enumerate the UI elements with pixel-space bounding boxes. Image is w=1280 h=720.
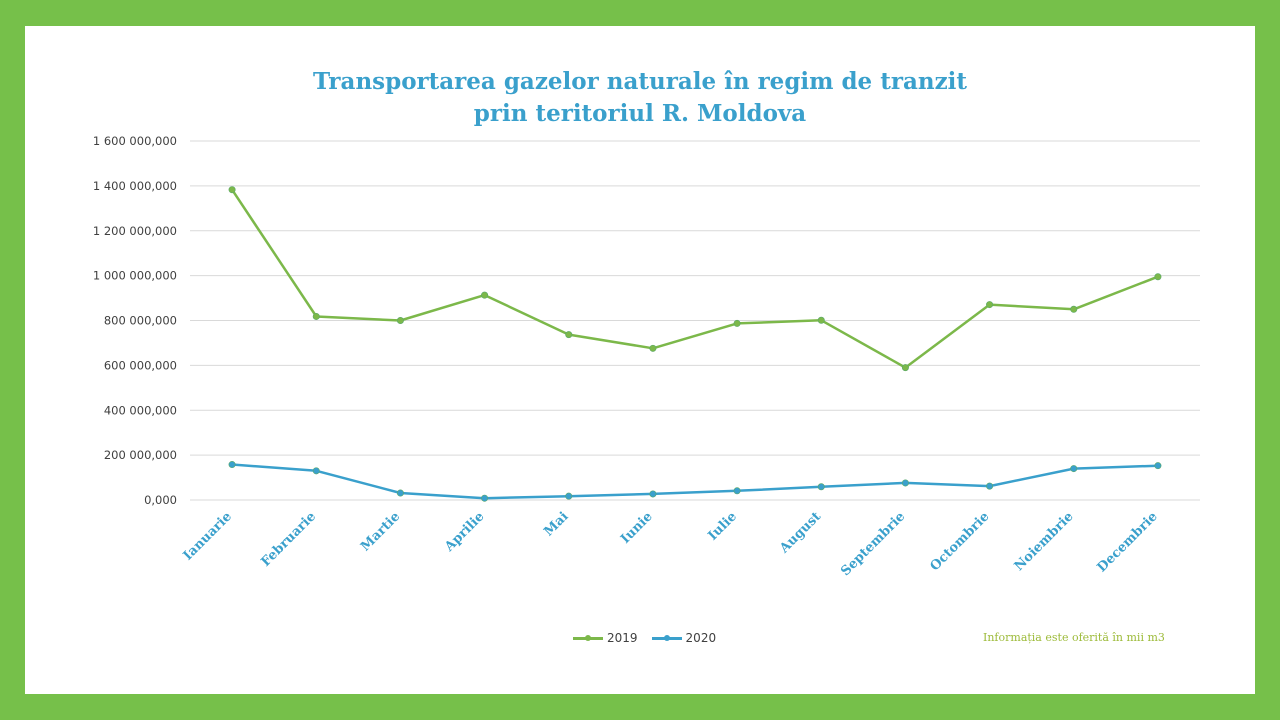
line-chart: 1 600 000,000 1 400 000,000 1 200 000,000 1… <box>93 134 1200 579</box>
data-point-2019 <box>481 291 489 299</box>
data-point-2019 <box>228 186 236 194</box>
x-tick-label: Septembrie <box>838 509 908 579</box>
y-tick-label: 1 000 000,000 <box>93 269 177 283</box>
y-tick-label: 1 200 000,000 <box>93 224 177 238</box>
data-point-2019 <box>565 331 573 339</box>
legend-label-2019: 2019 <box>607 631 638 645</box>
x-tick-label: Mai <box>541 509 571 539</box>
data-point-2020 <box>649 490 657 498</box>
y-tick-label: 400 000,000 <box>104 403 177 417</box>
data-point-2020 <box>901 479 909 487</box>
y-tick-label: 1 400 000,000 <box>93 179 177 193</box>
y-tick-label: 0,000 <box>144 493 177 507</box>
y-tick-label: 1 600 000,000 <box>93 134 177 148</box>
chart-card: Transportarea gazelor naturale în regim … <box>25 26 1255 694</box>
legend: 2019 2020 <box>573 631 716 645</box>
x-tick-label: Iulie <box>705 509 739 543</box>
data-point-2020 <box>1154 462 1162 470</box>
data-point-2019 <box>312 312 320 320</box>
data-point-2020 <box>733 487 741 495</box>
data-point-2020 <box>312 467 320 475</box>
x-tick-label: Iunie <box>618 509 656 547</box>
chart-title-line-2: prin teritoriul R. Moldova <box>473 100 807 127</box>
x-tick-label: Ianuarie <box>181 509 235 563</box>
legend-label-2020: 2020 <box>685 631 717 645</box>
legend-swatch-2020 <box>651 634 682 641</box>
data-point-2019 <box>817 316 825 324</box>
data-point-2020 <box>481 494 489 502</box>
data-point-2019 <box>649 344 657 352</box>
data-point-2019 <box>396 316 404 324</box>
units-note: Informația este oferită în mii m3 <box>983 631 1165 644</box>
legend-item-2019: 2019 <box>573 631 638 645</box>
legend-swatch-2019 <box>573 634 603 641</box>
data-point-2020 <box>986 482 994 490</box>
data-point-2019 <box>901 364 909 372</box>
data-point-2019 <box>733 319 741 327</box>
series-line-2019 <box>231 189 1159 369</box>
data-point-2020 <box>1070 465 1078 473</box>
x-tick-label: August <box>776 509 824 557</box>
data-point-2020 <box>228 461 236 469</box>
data-point-2019 <box>1154 273 1162 281</box>
data-point-2020 <box>817 483 825 491</box>
y-tick-label: 800 000,000 <box>104 314 177 328</box>
x-tick-label: Martie <box>358 509 403 554</box>
x-tick-label: Februarie <box>258 509 319 570</box>
y-tick-label: 200 000,000 <box>104 448 177 462</box>
legend-item-2020: 2020 <box>651 631 717 645</box>
data-point-2019 <box>986 301 994 309</box>
x-tick-label: Decembrie <box>1095 509 1161 575</box>
x-tick-label: Aprilie <box>441 509 487 555</box>
y-tick-label: 600 000,000 <box>104 358 177 372</box>
chart-title: Transportarea gazelor naturale în regim … <box>25 66 1255 130</box>
chart-title-line-1: Transportarea gazelor naturale în regim … <box>312 68 967 95</box>
data-point-2019 <box>1070 305 1078 313</box>
data-point-2020 <box>565 492 573 500</box>
series-line-2020 <box>232 463 1158 500</box>
x-tick-label: Octombrie <box>927 509 992 574</box>
x-tick-label: Noiembrie <box>1012 509 1077 574</box>
data-point-2020 <box>396 489 404 497</box>
